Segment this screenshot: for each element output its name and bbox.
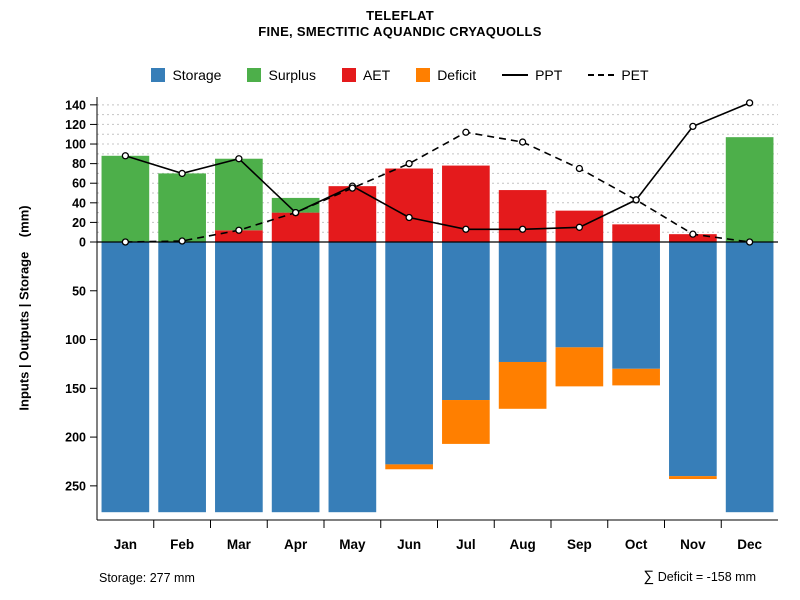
storage-note: Storage: 277 mm	[99, 571, 195, 585]
svg-text:140: 140	[65, 98, 86, 112]
legend-label-ppt: PPT	[535, 67, 563, 83]
svg-text:80: 80	[72, 157, 86, 171]
aet-swatch-icon	[341, 68, 356, 82]
legend-item-aet: AET	[341, 67, 391, 83]
deficit-sum-note: ∑ Deficit = -158 mm	[644, 568, 756, 585]
svg-text:50: 50	[72, 284, 86, 298]
bars	[101, 137, 774, 513]
ppt-line-icon	[502, 74, 529, 76]
svg-text:Apr: Apr	[284, 537, 308, 552]
legend-item-deficit: Deficit	[416, 67, 476, 83]
svg-text:Jan: Jan	[114, 537, 137, 552]
x-axis: Jan Feb Mar Apr May Jun Jul Aug Sep Oct Nov Dec	[97, 519, 778, 552]
svg-text:20: 20	[72, 216, 86, 230]
svg-text:Oct: Oct	[625, 537, 648, 552]
legend-label-pet: PET	[621, 67, 649, 83]
legend-label-deficit: Deficit	[437, 67, 477, 83]
legend-item-ppt: PPT	[502, 67, 562, 83]
svg-text:120: 120	[65, 118, 86, 132]
pet-line-icon	[588, 74, 615, 76]
svg-text:Jul: Jul	[456, 537, 476, 552]
legend: Storage Surplus AET Deficit PPT PET	[0, 64, 800, 86]
svg-text:Dec: Dec	[737, 537, 762, 552]
svg-text:250: 250	[65, 479, 86, 493]
svg-text:Sep: Sep	[567, 537, 592, 552]
deficit-sum-text: Deficit = -158 mm	[654, 570, 756, 584]
legend-label-aet: AET	[362, 67, 391, 83]
legend-label-storage: Storage	[172, 67, 222, 83]
svg-text:200: 200	[65, 431, 86, 445]
svg-text:May: May	[339, 537, 366, 552]
legend-item-storage: Storage	[151, 67, 221, 83]
gridlines	[97, 104, 778, 233]
legend-label-surplus: Surplus	[268, 67, 316, 83]
pet-line	[121, 128, 754, 246]
chart-title: TELEFLAT	[366, 8, 434, 23]
svg-text:Feb: Feb	[170, 537, 194, 552]
legend-item-pet: PET	[588, 67, 649, 83]
storage-swatch-icon	[151, 68, 166, 82]
svg-text:100: 100	[65, 333, 86, 347]
y-axis: 0 20 40 60 80 100 120 140 50 100 150 200 250	[65, 97, 98, 520]
svg-text:Jun: Jun	[397, 537, 421, 552]
svg-text:Aug: Aug	[510, 537, 536, 552]
svg-text:40: 40	[72, 196, 86, 210]
y-axis-label: Inputs | Outputs | Storage (mm)	[16, 205, 32, 411]
svg-text:150: 150	[65, 382, 86, 396]
svg-text:Nov: Nov	[680, 537, 706, 552]
svg-text:60: 60	[72, 177, 86, 191]
surplus-swatch-icon	[247, 68, 262, 82]
deficit-swatch-icon	[416, 68, 431, 82]
svg-text:0: 0	[79, 236, 86, 250]
legend-item-surplus: Surplus	[247, 67, 316, 83]
svg-text:Mar: Mar	[227, 537, 252, 552]
svg-text:100: 100	[65, 138, 86, 152]
sigma-symbol: ∑	[643, 568, 655, 585]
chart-subtitle: FINE, SMECTITIC AQUANDIC CRYAQUOLLS	[258, 24, 542, 39]
